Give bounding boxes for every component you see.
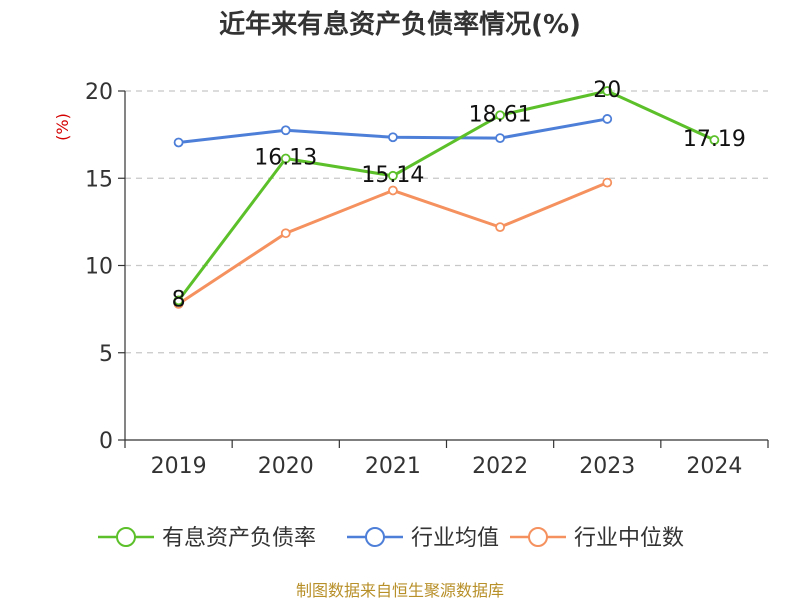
series-0-point-2021	[388, 170, 398, 181]
series-2-point-2022	[495, 222, 505, 233]
series-0-point-2022	[495, 110, 505, 121]
series-line-0	[177, 89, 716, 302]
data-labels: 8 16.13 15.14 18.61 20 17.19	[172, 78, 746, 312]
legend-marker-0	[116, 527, 136, 547]
x-tick-label-2023: 2023	[579, 454, 635, 479]
series-2-point-2021	[388, 185, 398, 196]
data-label-2020: 16.13	[254, 146, 317, 171]
series-0-point-2023	[602, 86, 613, 96]
legend-label-1: 行业均值	[411, 526, 499, 551]
legend-marker-1	[365, 527, 385, 547]
series-1-point-2022	[495, 133, 505, 144]
y-tick-label-10: 10	[85, 255, 113, 280]
legend: 有息资产负债率 行业均值 行业中位数	[98, 526, 684, 551]
series-line-2	[177, 181, 608, 306]
data-label-2022: 18.61	[469, 102, 532, 127]
y-tick-label-5: 5	[99, 342, 113, 367]
series-0-point-2024	[709, 135, 720, 145]
series-group	[173, 86, 720, 309]
legend-marker-2	[528, 527, 548, 547]
chart-title: 近年来有息资产负债率情况(%)	[219, 9, 581, 40]
data-label-2019: 8	[172, 287, 186, 312]
x-tick-label-2020: 2020	[258, 454, 314, 479]
y-tick-label-0: 0	[99, 429, 113, 454]
x-tick-label-2024: 2024	[686, 454, 742, 479]
series-1-point-2021	[388, 132, 398, 143]
grid-lines	[125, 90, 768, 354]
y-axis-unit: (%)	[53, 113, 72, 141]
series-1-point-2019	[173, 137, 184, 148]
series-2-point-2020	[280, 228, 291, 239]
y-tick-label-20: 20	[85, 80, 113, 105]
data-label-2023: 20	[593, 78, 621, 103]
x-tick-label-2021: 2021	[365, 454, 421, 479]
x-tick-label-2022: 2022	[472, 454, 528, 479]
y-tick-label-15: 15	[85, 167, 113, 192]
x-tick-label-2019: 2019	[151, 454, 207, 479]
series-1-point-2020	[280, 125, 291, 136]
legend-label-0: 有息资产负债率	[162, 526, 316, 551]
source-note: 制图数据来自恒生聚源数据库	[296, 581, 504, 600]
data-label-2021: 15.14	[361, 163, 424, 188]
series-1-point-2023	[602, 114, 613, 124]
legend-label-2: 行业中位数	[574, 526, 684, 551]
data-label-2024: 17.19	[683, 127, 746, 152]
series-0-point-2019	[173, 295, 184, 306]
series-2-point-2023	[602, 177, 613, 188]
axes: 0 5 10 15 20 2019 2020 2021 2022 2023 2024	[85, 80, 769, 479]
series-0-point-2020	[280, 153, 291, 164]
